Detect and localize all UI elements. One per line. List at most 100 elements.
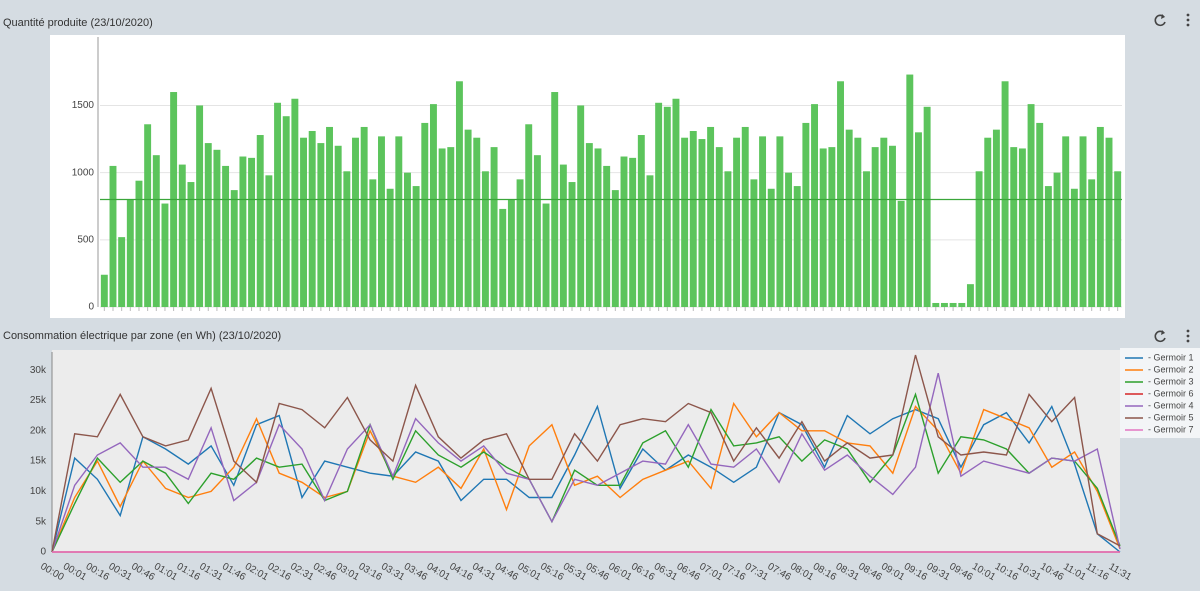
bar	[533, 155, 541, 307]
y-tick-label: 10k	[30, 486, 47, 497]
bar	[594, 148, 602, 307]
x-tick-label: 08:16	[811, 561, 839, 583]
bar	[230, 190, 238, 307]
bar	[698, 139, 706, 307]
bar	[819, 148, 827, 307]
bar	[152, 155, 160, 307]
x-tick-label: 01:31	[197, 561, 225, 583]
bar	[776, 136, 784, 307]
bar	[265, 175, 273, 307]
bar	[135, 180, 143, 307]
bar	[1105, 137, 1113, 307]
bar	[915, 132, 922, 307]
series-line	[51, 373, 1121, 553]
bar	[689, 130, 697, 307]
bar	[724, 171, 732, 307]
bar	[525, 124, 533, 308]
bar	[750, 179, 758, 307]
x-tick-label: 11:31	[1107, 561, 1134, 583]
bar	[213, 149, 221, 307]
bar	[473, 137, 481, 307]
y-tick-label: 500	[77, 234, 94, 245]
x-tick-label: 02:31	[288, 561, 316, 583]
bar	[992, 129, 1000, 307]
bar	[863, 171, 870, 307]
bar	[429, 104, 437, 307]
line-plot-area	[52, 350, 1120, 552]
bar	[707, 126, 715, 307]
bar	[637, 135, 645, 307]
x-tick-label: 06:16	[629, 561, 657, 583]
x-tick-label: 07:31	[743, 561, 771, 583]
bar	[300, 137, 307, 307]
bar	[1053, 172, 1061, 307]
series-line	[51, 401, 1121, 553]
x-tick-label: 08:31	[834, 561, 862, 583]
bar	[1062, 136, 1070, 307]
bar	[741, 126, 749, 307]
bar	[949, 302, 957, 307]
bar	[438, 148, 446, 307]
bar	[854, 137, 862, 307]
bar	[646, 175, 654, 307]
y-tick-label: 1000	[72, 167, 95, 178]
legend-label: - Germoir 7	[1148, 424, 1194, 434]
bar	[291, 98, 299, 307]
bar	[811, 104, 818, 307]
bar	[360, 126, 368, 307]
refresh-icon[interactable]	[1154, 14, 1166, 27]
bar	[966, 284, 974, 307]
x-tick-label: 08:01	[788, 561, 816, 583]
x-tick-label: 03:01	[334, 561, 362, 583]
bar	[1036, 122, 1044, 307]
y-tick-label: 20k	[30, 425, 47, 436]
menu-icon[interactable]	[1186, 13, 1190, 27]
bar	[1114, 171, 1122, 307]
y-tick-label: 0	[88, 302, 94, 313]
bar	[395, 136, 403, 307]
bar	[559, 164, 567, 307]
bar	[274, 102, 282, 308]
bar	[100, 274, 108, 307]
x-tick-label: 09:16	[902, 561, 930, 583]
y-tick-label: 5k	[35, 516, 47, 527]
bar	[1027, 104, 1035, 307]
bar	[455, 81, 463, 308]
bar	[421, 122, 429, 307]
bar	[958, 302, 966, 307]
bar	[655, 102, 663, 308]
bar	[1070, 188, 1078, 307]
chart-title: Quantité produite (23/10/2020)	[3, 17, 153, 29]
x-tick-label: 00:00	[38, 561, 66, 583]
refresh-icon[interactable]	[1154, 330, 1166, 343]
x-tick-label: 06:31	[652, 561, 680, 583]
x-tick-label: 03:31	[379, 561, 407, 583]
bar	[481, 171, 489, 307]
bar	[386, 188, 394, 307]
bar	[880, 137, 888, 307]
bar	[889, 145, 896, 307]
bar	[828, 147, 836, 307]
bar	[681, 137, 689, 307]
legend-box	[1120, 348, 1200, 438]
x-tick-label: 05:01	[516, 561, 544, 583]
menu-icon[interactable]	[1186, 329, 1190, 343]
x-tick-label: 02:46	[311, 561, 339, 583]
x-tick-label: 05:31	[561, 561, 589, 583]
bar	[507, 199, 515, 307]
bar	[447, 147, 455, 307]
x-tick-label: 04:31	[470, 561, 498, 583]
x-tick-label: 11:01	[1061, 561, 1088, 583]
x-tick-label: 03:16	[356, 561, 384, 583]
bar	[940, 302, 948, 307]
x-tick-label: 02:16	[266, 561, 294, 583]
bar	[161, 203, 169, 307]
bar	[568, 182, 576, 307]
x-tick-label: 10:01	[970, 561, 998, 583]
y-tick-label: 1500	[72, 100, 95, 111]
bar	[611, 190, 619, 307]
y-tick-label: 25k	[30, 395, 47, 406]
y-tick-label: 0	[40, 547, 46, 558]
bar	[204, 143, 212, 307]
